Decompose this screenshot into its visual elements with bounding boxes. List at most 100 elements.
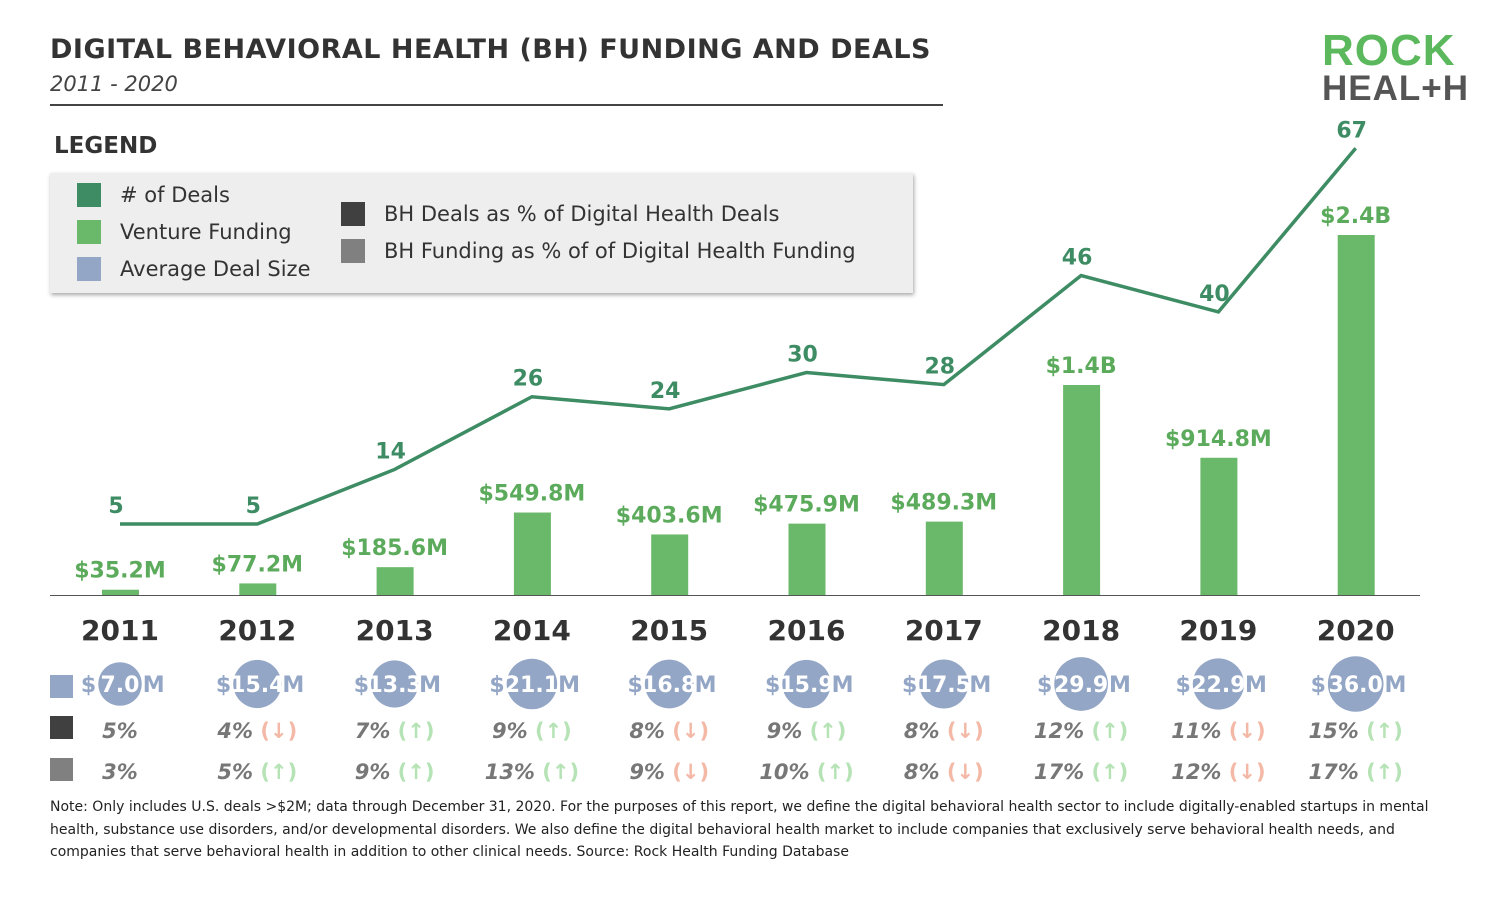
year-tick-label: 2015 [630, 614, 708, 647]
pct-value: 5% (↑) [217, 760, 297, 784]
deals-label: 30 [787, 343, 818, 368]
year-tick-label: 2012 [218, 614, 296, 647]
avg-deal-circle [1054, 657, 1108, 711]
funding-bar [1200, 457, 1238, 595]
deals-label: 46 [1062, 246, 1093, 271]
legend-title: LEGEND [54, 133, 158, 159]
avg-deal-unit: M [558, 673, 580, 698]
pct-value: 11% (↓) [1171, 719, 1265, 743]
title-divider [50, 104, 943, 106]
trend-up-icon: (↑) [390, 760, 434, 784]
avg-deal-value: 13.3 [367, 673, 421, 698]
avg-deal-dollar: $ [354, 673, 369, 698]
chart-subtitle: 2011 - 2020 [50, 72, 178, 96]
funding-bar [239, 583, 277, 595]
avg-deal-unit: M [695, 673, 717, 698]
avg-deal-unit: M [1385, 673, 1407, 698]
legend-item-deals-pct: BH Deals as % of Digital Health Deals [341, 202, 779, 226]
avg-deal-value: 15.9 [779, 673, 833, 698]
pct-value: 3% [102, 760, 138, 784]
avg-deal-dollar: $ [1037, 673, 1052, 698]
avg-deal-dollar: $ [1175, 673, 1190, 698]
year-tick-label: 2017 [905, 614, 983, 647]
funding-label: $914.8M [1165, 427, 1272, 452]
row-key-avg-deal [50, 675, 73, 698]
pct-value: 9% (↑) [767, 719, 847, 743]
trend-down-icon: (↓) [665, 719, 709, 743]
avg-deal-unit: M [1245, 673, 1267, 698]
avg-deal-circle [1192, 658, 1245, 710]
avg-deal-circle [98, 662, 142, 706]
pct-value: 13% (↑) [485, 760, 579, 784]
deals-label: 40 [1199, 282, 1230, 307]
pct-value: 7% (↑) [355, 719, 435, 743]
funding-label: $403.6M [616, 503, 723, 528]
avg-deal-dollar: $ [216, 673, 231, 698]
pct-value: 5% [102, 719, 138, 743]
pct-value: 10% (↑) [759, 760, 853, 784]
avg-deal-dollar: $ [489, 673, 504, 698]
pct-value: 12% (↑) [1034, 719, 1128, 743]
pct-value: 8% (↓) [904, 719, 984, 743]
deals-label: 28 [924, 355, 955, 380]
avg-deal-dollar: $ [765, 673, 780, 698]
year-tick-label: 2014 [493, 614, 571, 647]
trend-down-icon: (↓) [1221, 760, 1265, 784]
deals-label: 67 [1336, 118, 1367, 143]
funding-label: $77.2M [212, 552, 303, 577]
funding-label: $2.4B [1320, 204, 1391, 229]
avg-deal-value: 15.4 [230, 673, 284, 698]
trend-down-icon: (↓) [665, 760, 709, 784]
pct-value: 9% (↑) [492, 719, 572, 743]
pct-value: 9% (↑) [355, 760, 435, 784]
avg-deal-value: 22.9 [1191, 673, 1245, 698]
pct-value: 12% (↓) [1171, 760, 1265, 784]
avg-deal-circle [919, 659, 969, 709]
trend-down-icon: (↓) [940, 760, 984, 784]
avg-deal-unit: M [143, 673, 165, 698]
avg-deal-value: 17.5 [917, 673, 971, 698]
pct-value: 15% (↑) [1309, 719, 1403, 743]
funding-bar [513, 512, 551, 595]
deals-line [120, 147, 1358, 526]
avg-deal-unit: M [832, 673, 854, 698]
trend-up-icon: (↑) [535, 760, 579, 784]
pct-value: 9% (↓) [629, 760, 709, 784]
legend: # of Deals Venture Funding Average Deal … [50, 173, 913, 293]
trend-up-icon: (↑) [1359, 760, 1403, 784]
avg-deal-dollar: $ [902, 673, 917, 698]
trend-up-icon: (↑) [390, 719, 434, 743]
funding-label: $549.8M [479, 482, 586, 507]
legend-item-avg-deal: Average Deal Size [77, 257, 311, 281]
legend-item-funding-pct: BH Funding as % of of Digital Health Fun… [341, 239, 856, 263]
rock-health-logo: ROCK HEAL+H [1322, 26, 1469, 108]
funding-label: $489.3M [890, 491, 997, 516]
funding-bar [925, 521, 963, 595]
year-tick-label: 2018 [1042, 614, 1120, 647]
pct-value: 8% (↓) [904, 760, 984, 784]
avg-deal-dollar: $ [628, 673, 643, 698]
pct-value: 17% (↑) [1309, 760, 1403, 784]
deals-label: 5 [246, 494, 261, 519]
funding-bar [102, 589, 139, 595]
deals-label: 14 [375, 439, 406, 464]
avg-deal-circle [506, 658, 558, 710]
trend-down-icon: (↓) [253, 719, 297, 743]
row-key-deals-pct [50, 716, 73, 739]
deals-label: 26 [513, 367, 544, 392]
avg-deal-circle [782, 659, 831, 709]
funding-bar [1337, 235, 1375, 595]
avg-deal-circle [1327, 656, 1384, 712]
pct-value: 17% (↑) [1034, 760, 1128, 784]
avg-deal-circle [644, 659, 694, 709]
funding-bar [651, 534, 689, 595]
year-tick-label: 2011 [81, 614, 159, 647]
funding-bar [788, 523, 826, 595]
pct-value: 8% (↓) [629, 719, 709, 743]
pct-value: 4% (↓) [216, 719, 297, 743]
funding-label: $1.4B [1046, 354, 1117, 379]
legend-item-deals: # of Deals [77, 183, 230, 207]
avg-deal-dollar: $ [81, 673, 96, 698]
